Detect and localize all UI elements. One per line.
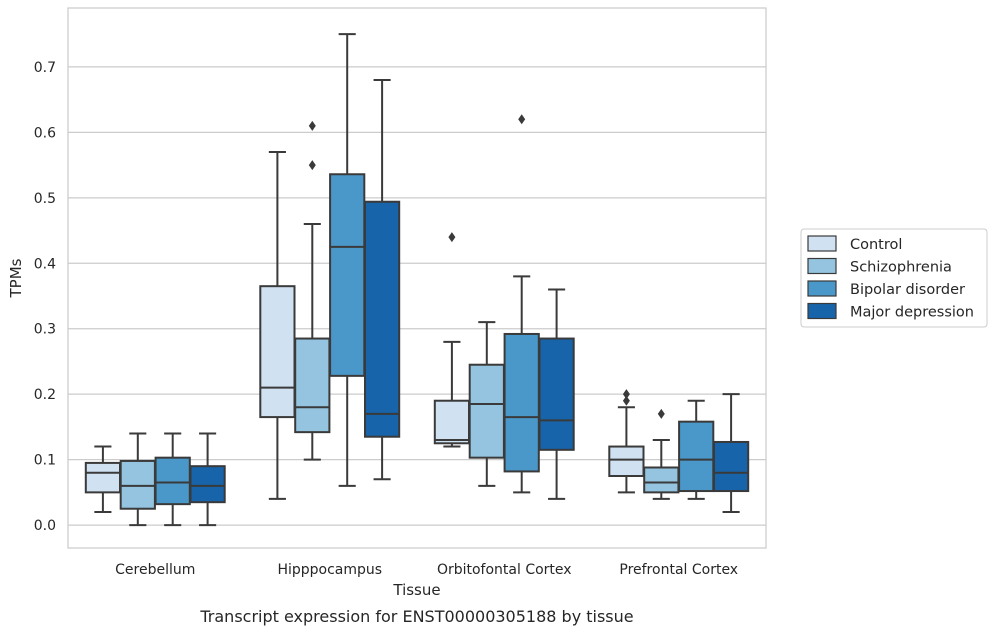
legend-swatch xyxy=(807,235,837,252)
legend-label: Major depression xyxy=(850,305,974,321)
iqr-box xyxy=(468,363,505,459)
plot-frame xyxy=(67,7,767,549)
legend-label: Bipolar disorder xyxy=(850,282,965,298)
box-1-3 xyxy=(363,79,401,481)
y-tick-label: 0.0 xyxy=(34,518,56,534)
box-1-0 xyxy=(259,151,296,500)
iqr-box xyxy=(84,461,122,494)
outlier-point xyxy=(448,232,456,243)
box-3-1 xyxy=(643,408,680,500)
box-0-1 xyxy=(119,432,156,527)
x-tick-label: Cerebellum xyxy=(115,562,195,578)
legend-swatch xyxy=(807,280,837,297)
box-0-0 xyxy=(84,445,122,513)
iqr-box xyxy=(363,200,401,438)
iqr-box xyxy=(643,466,680,494)
box-0-2 xyxy=(154,432,191,527)
y-tick-label: 0.1 xyxy=(34,453,56,469)
box-2-1 xyxy=(468,321,505,487)
y-axis-label: TPMs xyxy=(7,258,25,298)
x-tick-label: Hipppocampus xyxy=(277,562,382,578)
chart-caption: Transcript expression for ENST0000030518… xyxy=(199,607,633,626)
y-tick-label: 0.6 xyxy=(34,125,56,141)
y-tick-label: 0.2 xyxy=(34,387,56,403)
iqr-box xyxy=(608,445,645,477)
outlier-point xyxy=(622,395,630,406)
box-1-1 xyxy=(294,120,331,461)
legend-label: Schizophrenia xyxy=(850,260,952,276)
iqr-box xyxy=(154,456,191,506)
y-tick-label: 0.3 xyxy=(34,322,56,338)
box-2-0 xyxy=(433,232,471,448)
legend-label: Control xyxy=(850,237,902,253)
box-3-3 xyxy=(712,393,750,513)
iqr-box xyxy=(329,173,366,377)
legend: Control Schizophrenia Bipolar disorder Majo… xyxy=(800,228,988,328)
x-axis-label: Tissue xyxy=(392,581,440,599)
outlier-point xyxy=(622,389,630,400)
box-3-2 xyxy=(678,399,715,500)
outlier-point xyxy=(308,160,316,171)
box-2-2 xyxy=(503,114,540,494)
box-0-3 xyxy=(189,432,226,527)
outlier-point xyxy=(657,408,665,419)
y-tick-labels: 0.0 0.1 0.2 0.3 0.4 0.5 0.6 0.7 xyxy=(34,60,56,534)
iqr-box xyxy=(433,399,471,445)
iqr-box xyxy=(189,465,226,504)
x-tick-label: Orbitofontal Cortex xyxy=(437,562,572,578)
y-tick-label: 0.5 xyxy=(34,191,56,207)
outlier-point xyxy=(518,114,526,125)
box-1-2 xyxy=(329,33,366,487)
x-tick-label: Prefrontal Cortex xyxy=(619,562,738,578)
y-tick-label: 0.7 xyxy=(34,60,56,76)
box-3-0 xyxy=(608,389,645,494)
iqr-box xyxy=(294,337,331,434)
outlier-point xyxy=(308,120,316,131)
box-2-3 xyxy=(538,288,575,500)
box-plot-marks xyxy=(84,33,750,527)
legend-swatch xyxy=(807,257,837,275)
x-tick-labels: Cerebellum Hipppocampus Orbitofontal Corte… xyxy=(115,562,738,578)
iqr-box xyxy=(712,440,750,493)
iqr-box xyxy=(538,337,575,451)
iqr-box xyxy=(259,285,296,419)
iqr-box xyxy=(503,332,540,473)
legend-swatch xyxy=(807,302,837,320)
legend-frame xyxy=(800,228,988,328)
iqr-box xyxy=(678,420,715,493)
y-tick-label: 0.4 xyxy=(34,256,56,272)
